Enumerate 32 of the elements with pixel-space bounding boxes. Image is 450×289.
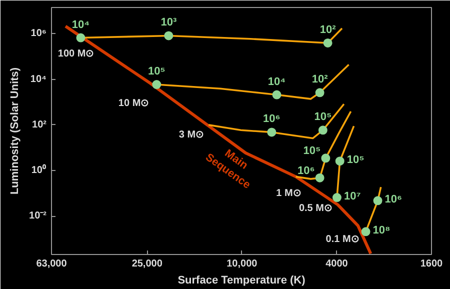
annotation: 10⁶ [298, 164, 315, 177]
x-tick-label: 25,000 [132, 258, 163, 270]
annotation: 10² [312, 74, 328, 86]
series-label: 10 M⊙ [118, 98, 149, 110]
annotation: 10³ [160, 16, 177, 29]
annotation: 10⁵ [148, 66, 166, 78]
x-tick-label: 1600 [420, 258, 444, 270]
y-tick-label: 10⁴ [30, 74, 47, 85]
series-label: 0.5 M⊙ [298, 203, 332, 214]
y-tick-label: 10⁶ [30, 28, 47, 40]
y-tick-label: 10² [32, 119, 48, 130]
series-label: 1 M⊙ [276, 188, 301, 200]
y-tick-label: 10⁻² [29, 210, 48, 222]
annotation: 10² [320, 24, 336, 36]
annotation: 10⁸ [372, 224, 390, 237]
series-label: 3 M⊙ [178, 129, 204, 140]
annotation: 10⁶ [263, 113, 280, 126]
annotation: 10⁵ [303, 145, 321, 158]
series-label: 100 M⊙ [58, 48, 94, 60]
x-axis-title: Surface Temperature (K) [178, 274, 306, 286]
annotation: 10⁴ [268, 76, 286, 88]
series-label: 0.1 M⊙ [326, 234, 359, 246]
x-tick-label: 10,000 [226, 258, 258, 270]
annotation: 10⁷ [344, 190, 362, 203]
annotation: 10⁴ [72, 18, 90, 31]
x-tick-label: 63,000 [36, 258, 68, 270]
x-tick-label: 4000 [326, 258, 348, 270]
annotation: 10⁶ [384, 194, 402, 206]
annotation: 10⁵ [346, 154, 364, 166]
y-tick-label: 10⁰ [31, 164, 46, 176]
annotation: 10⁵ [314, 111, 332, 124]
y-axis-title: Luminosity (Solar Units) [9, 67, 22, 195]
